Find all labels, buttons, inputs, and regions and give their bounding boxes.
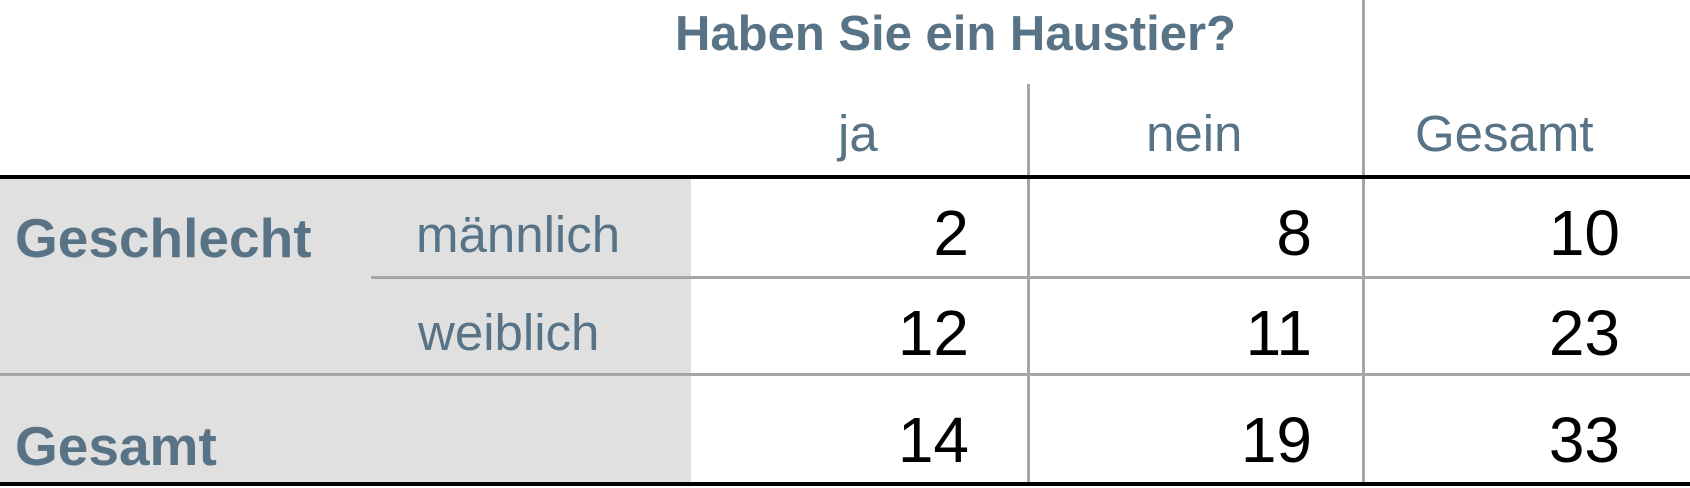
cell-maennlich-gesamt: 10 [1548, 197, 1620, 269]
row-label-background [0, 179, 691, 485]
cell-weiblich-ja: 12 [897, 297, 969, 369]
cell-maennlich-ja: 2 [933, 197, 969, 269]
cell-total-gesamt: 33 [1548, 404, 1620, 476]
column-header-ja: ja [838, 105, 878, 162]
header-bottom-rule [0, 175, 1690, 179]
total-row-label: Gesamt [15, 415, 217, 477]
row-label-maennlich: männlich [416, 206, 621, 263]
question-header: Haben Sie ein Haustier? [675, 7, 1236, 61]
cell-weiblich-gesamt: 23 [1548, 297, 1620, 369]
cell-total-ja: 14 [897, 404, 969, 476]
cell-total-nein: 19 [1240, 404, 1312, 476]
column-header-gesamt: Gesamt [1415, 105, 1594, 162]
row-divider-total [0, 373, 1690, 376]
cell-maennlich-nein: 8 [1276, 197, 1312, 269]
column-divider-nein-gesamt [1362, 0, 1365, 485]
column-divider-ja-nein [1027, 84, 1030, 485]
row-label-weiblich: weiblich [418, 304, 600, 361]
table-bottom-rule [0, 482, 1690, 486]
cell-weiblich-nein: 11 [1245, 297, 1312, 369]
row-divider-maennlich-weiblich [371, 276, 1690, 279]
row-group-label: Geschlecht [15, 207, 312, 269]
column-header-nein: nein [1146, 105, 1243, 162]
